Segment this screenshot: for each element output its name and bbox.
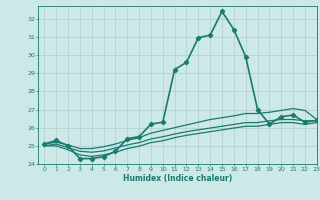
- X-axis label: Humidex (Indice chaleur): Humidex (Indice chaleur): [123, 174, 232, 183]
